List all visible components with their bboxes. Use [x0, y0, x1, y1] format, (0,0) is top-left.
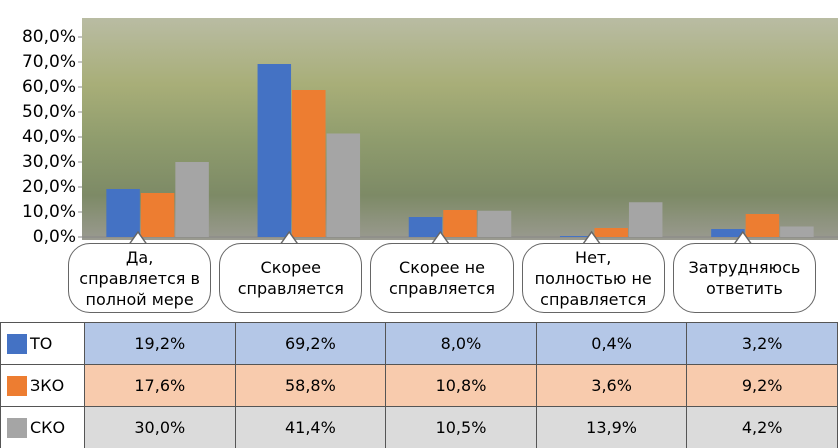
table-cell: 10,8%: [385, 364, 537, 407]
y-tick-label: 40,0%: [22, 127, 76, 147]
legend-swatch: [7, 418, 27, 438]
bar: [594, 228, 628, 237]
bar: [629, 202, 663, 237]
bar: [258, 64, 292, 237]
y-tick-label: 60,0%: [22, 77, 76, 97]
legend-cell: СКО: [0, 406, 85, 448]
table-cell: 9,2%: [686, 364, 838, 407]
category-label: Да, справляется в полной мере: [68, 243, 211, 313]
legend-swatch: [7, 334, 27, 354]
category-label: Скорее справляется: [219, 243, 362, 313]
bar: [175, 162, 209, 237]
legend-label: ЗКО: [30, 376, 64, 395]
legend-cell: ТО: [0, 322, 85, 365]
table-cell: 10,5%: [385, 406, 537, 448]
table-cell: 3,2%: [686, 322, 838, 365]
bar: [409, 217, 443, 237]
table-cell: 4,2%: [686, 406, 838, 448]
table-cell: 0,4%: [536, 322, 688, 365]
table-cell: 13,9%: [536, 406, 688, 448]
bar: [746, 214, 780, 237]
table-cell: 17,6%: [84, 364, 236, 407]
y-tick-label: 10,0%: [22, 202, 76, 222]
table-cell: 30,0%: [84, 406, 236, 448]
chart-page: 0,0% 10,0% 20,0% 30,0% 40,0% 50,0% 60,0% 70,0% 8…: [0, 0, 839, 448]
table-cell: 8,0%: [385, 322, 537, 365]
table-cell: 19,2%: [84, 322, 236, 365]
table-cell: 69,2%: [235, 322, 387, 365]
bar: [141, 193, 175, 237]
y-tick-label: 20,0%: [22, 177, 76, 197]
table-cell: 41,4%: [235, 406, 387, 448]
legend-swatch: [7, 376, 27, 396]
bar: [780, 227, 814, 238]
legend-label: ТО: [30, 334, 52, 353]
legend-label: СКО: [30, 418, 65, 437]
bar: [478, 211, 512, 237]
y-tick-label: 30,0%: [22, 152, 76, 172]
bar: [106, 189, 140, 237]
category-label: Скорее не справляется: [370, 243, 513, 313]
legend-cell: ЗКО: [0, 364, 85, 407]
y-tick-label: 0,0%: [33, 227, 76, 247]
category-label: Затрудняюсь ответить: [673, 243, 816, 313]
table-cell: 3,6%: [536, 364, 688, 407]
bar: [292, 90, 326, 237]
y-tick-label: 80,0%: [22, 27, 76, 47]
bar: [327, 134, 361, 238]
y-tick-label: 50,0%: [22, 102, 76, 122]
category-label: Нет, полностью не справляется: [522, 243, 665, 313]
table-cell: 58,8%: [235, 364, 387, 407]
bar: [443, 210, 477, 237]
y-tick-label: 70,0%: [22, 52, 76, 72]
